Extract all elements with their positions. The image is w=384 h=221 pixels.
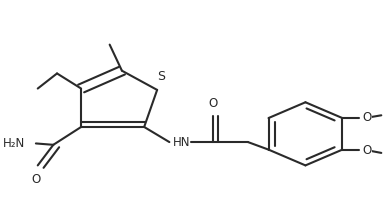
Text: HN: HN bbox=[172, 135, 190, 149]
Text: O: O bbox=[31, 173, 41, 186]
Text: O: O bbox=[363, 144, 372, 157]
Text: O: O bbox=[209, 97, 218, 110]
Text: H₂N: H₂N bbox=[3, 137, 25, 150]
Text: O: O bbox=[363, 111, 372, 124]
Text: S: S bbox=[157, 70, 166, 83]
